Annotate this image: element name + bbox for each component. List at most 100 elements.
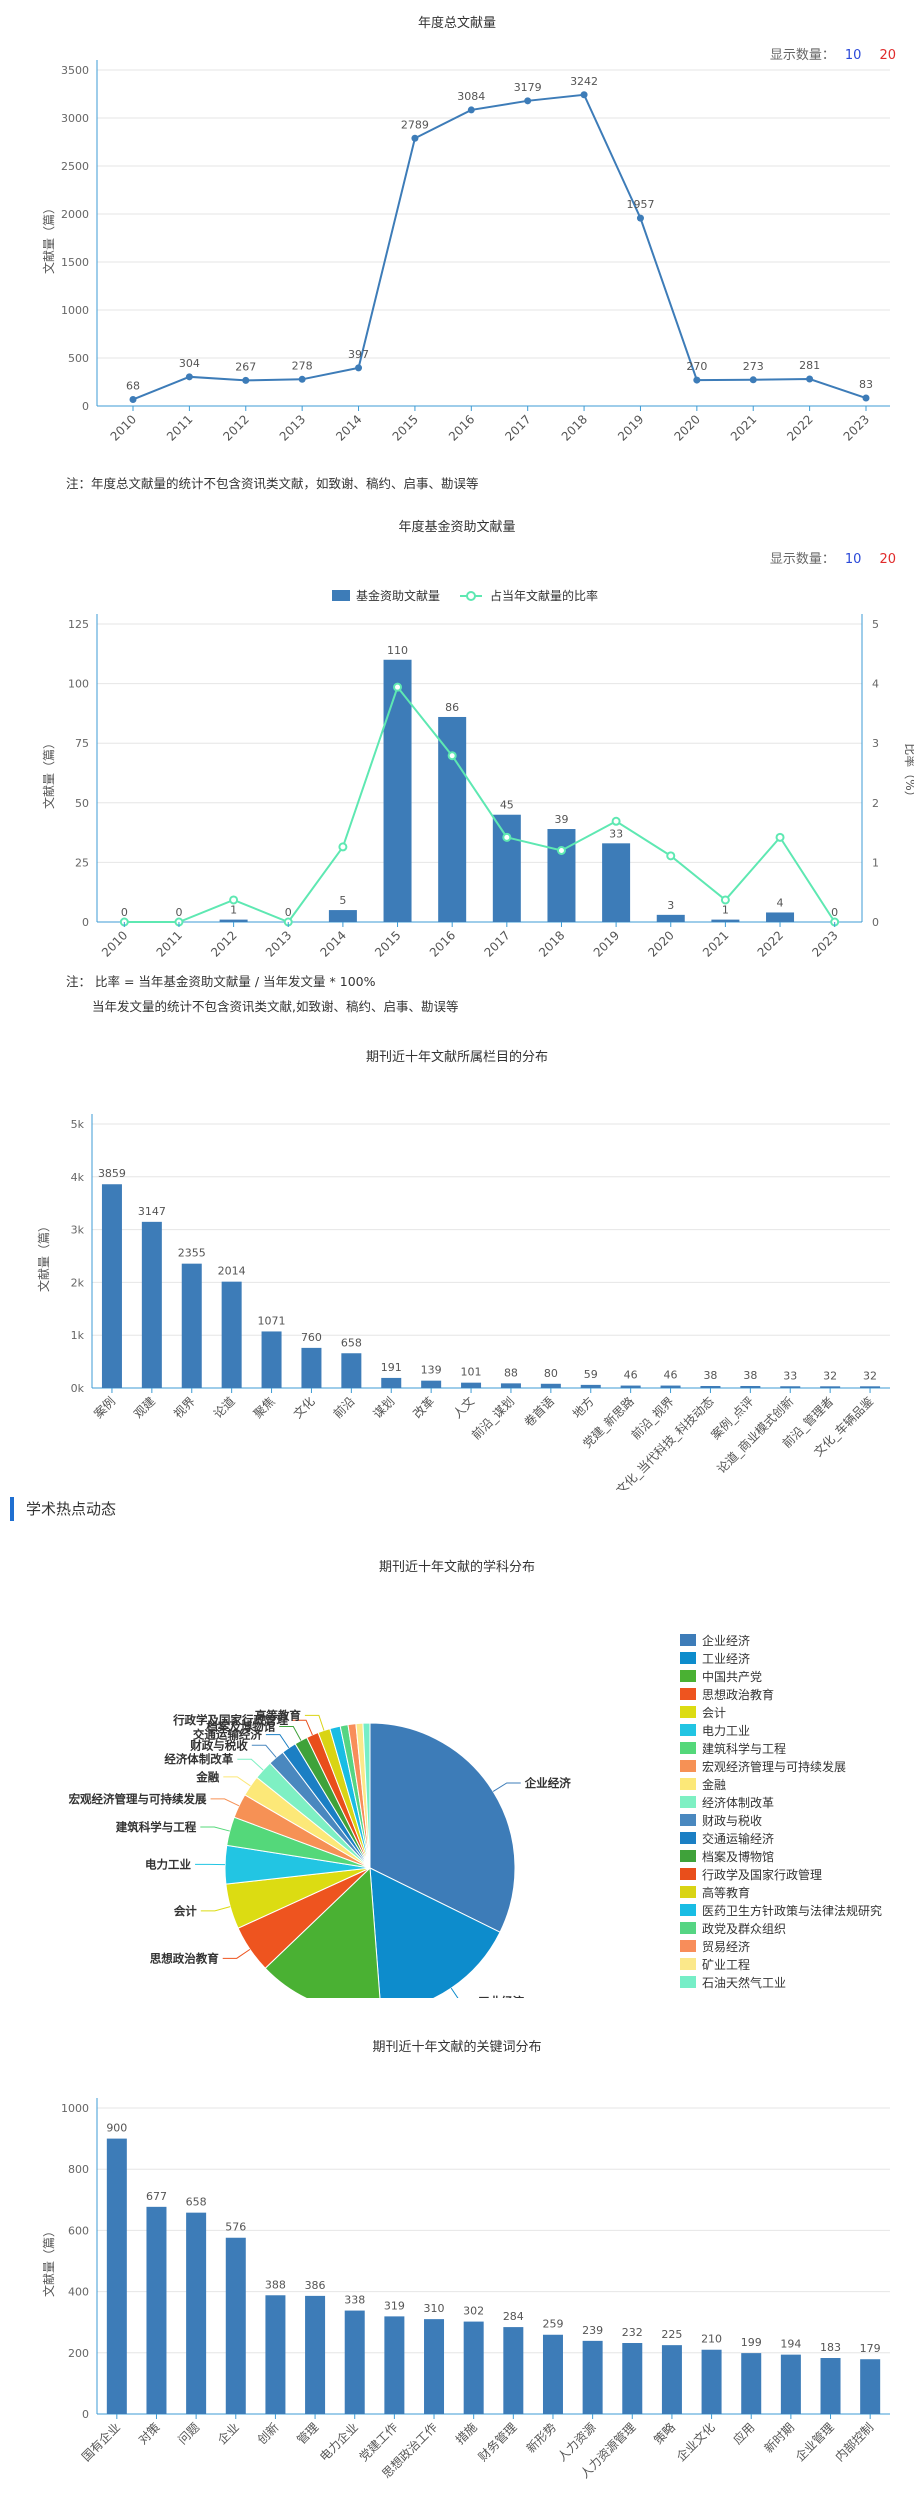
data-point [355, 364, 363, 372]
data-point [749, 376, 757, 384]
chart-note-ratio: 注： 比率 = 当年基金资助文献量 / 当年发文量 * 100% [66, 974, 376, 989]
legend-label: 占当年文献量的比率 [490, 588, 598, 603]
legend-swatch [680, 1886, 696, 1898]
x-tick-label: 措施 [453, 2420, 480, 2447]
fund-panel: 年度基金资助文献量 显示数量： 10 20 基金资助文献量 占当年文献量的比率 0 25 5… [0, 510, 914, 1014]
pie-label: 档案及博物馆 [206, 1719, 275, 1733]
bar [780, 1386, 801, 1388]
x-tick-label: 2013 [263, 928, 294, 959]
display-count-10[interactable]: 10 [844, 552, 862, 567]
ratio-line [124, 685, 836, 924]
data-label: 3859 [98, 1167, 126, 1180]
bar [860, 1386, 881, 1388]
pie-label-line [265, 1734, 290, 1749]
x-tick-label: 2012 [208, 928, 239, 959]
data-label: 88 [504, 1366, 518, 1379]
data-label: 194 [780, 2338, 801, 2351]
bar [106, 2138, 127, 2414]
data-label: 267 [235, 360, 256, 373]
data-label: 319 [384, 2299, 405, 2312]
bar [542, 2334, 563, 2414]
y2-tick-label: 3 [872, 737, 879, 750]
pie-label: 行政学及国家行政管理 [172, 1713, 288, 1727]
legend-label: 宏观经济管理与可持续发展 [702, 1759, 846, 1774]
data-point [129, 395, 137, 403]
display-count-20[interactable]: 20 [879, 48, 896, 63]
legend-label: 会计 [702, 1706, 726, 1720]
bar [860, 2359, 881, 2414]
chart-title: 期刊近十年文献所属栏目的分布 [365, 1050, 548, 1065]
x-tick-label: 前沿 [330, 1394, 358, 1422]
column-dist-chart: 0k1k2k3k4k5k文献量（篇）3859314723552014107176… [36, 1114, 890, 1490]
bar [305, 2295, 326, 2414]
ratio-point [775, 832, 785, 842]
legend-swatch-bar [332, 590, 350, 601]
data-label: 3242 [570, 75, 598, 88]
data-label: 281 [799, 359, 820, 372]
data-label: 45 [500, 799, 514, 812]
data-label: 33 [609, 827, 623, 840]
data-label: 0 [121, 906, 128, 919]
x-tick-label: 论道_商业模式创新 [714, 1394, 797, 1477]
pie-label-line [292, 1719, 313, 1736]
y2-tick-label: 5 [872, 618, 879, 631]
data-label: 199 [741, 2336, 762, 2349]
pie-label-line [492, 1782, 521, 1792]
x-tick-label: 2011 [164, 412, 195, 443]
y2-tick-label: 2 [872, 797, 879, 810]
display-count-10[interactable]: 10 [844, 48, 862, 63]
keyword-dist-chart: 0 200 400 600 800 1000 文献量（篇） 900 677 658 576 388 38… [41, 2098, 890, 2481]
y-tick-label: 50 [75, 797, 89, 810]
x-tick-label: 应用 [730, 2420, 758, 2448]
ratio-point [556, 845, 566, 855]
legend-swatch [680, 1778, 696, 1790]
legend-label: 电力工业 [702, 1724, 750, 1738]
pie-label-line [222, 1948, 251, 1959]
display-count-20[interactable]: 20 [879, 552, 896, 567]
bar [463, 2321, 484, 2414]
legend-label: 行政学及国家行政管理 [702, 1867, 822, 1882]
data-label: 284 [503, 2310, 524, 2323]
data-label: 1 [722, 904, 729, 917]
display-count-control: 显示数量： 10 20 [770, 548, 896, 567]
data-label: 39 [554, 813, 568, 826]
bar [384, 2316, 405, 2414]
data-label: 32 [823, 1369, 837, 1382]
x-tick-label: 地方 [569, 1394, 597, 1422]
y-tick-label: 2500 [61, 160, 89, 173]
display-count-label: 显示数量： [769, 552, 835, 567]
x-tick-label: 2010 [108, 412, 139, 443]
data-point [467, 106, 475, 114]
data-label: 302 [463, 2305, 484, 2318]
data-label: 86 [445, 701, 459, 714]
pie-label-line [200, 1906, 231, 1912]
data-label: 658 [186, 2196, 207, 2209]
data-label: 83 [859, 378, 873, 391]
y-tick-label: 75 [75, 737, 89, 750]
y-tick-label: 800 [68, 2163, 89, 2176]
x-tick-label: 视界 [170, 1394, 198, 1422]
data-label: 5 [339, 894, 346, 907]
data-label: 273 [743, 360, 764, 373]
y-tick-label: 3k [71, 1224, 85, 1237]
bar [620, 1385, 641, 1388]
data-label: 33 [783, 1369, 797, 1382]
pie-label-line [223, 1776, 251, 1787]
data-label: 2789 [401, 118, 429, 131]
bar [656, 914, 685, 922]
bar [225, 2237, 246, 2414]
data-label: 278 [292, 359, 313, 372]
y2-tick-label: 0 [872, 916, 879, 929]
y2-tick-label: 4 [872, 678, 879, 691]
y-tick-label: 500 [68, 352, 89, 365]
pie-label: 建筑科学与工程 [116, 1820, 197, 1834]
bar [540, 1383, 561, 1388]
legend-swatch [680, 1724, 696, 1736]
legend-swatch [680, 1634, 696, 1646]
data-label: 46 [624, 1369, 638, 1382]
data-label: 0 [175, 906, 182, 919]
ratio-point [447, 751, 457, 761]
ratio-point [393, 682, 403, 692]
x-tick-label: 财务管理 [475, 2420, 520, 2465]
chart-title: 期刊近十年文献的学科分布 [378, 1560, 535, 1575]
